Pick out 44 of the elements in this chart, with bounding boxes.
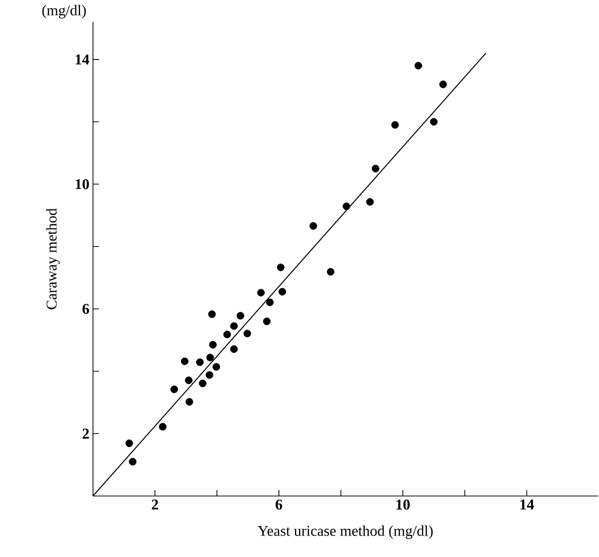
point xyxy=(278,288,286,296)
point xyxy=(391,121,399,129)
point xyxy=(198,380,206,388)
x-tick-label: 14 xyxy=(520,500,534,510)
point xyxy=(372,164,380,172)
point xyxy=(430,118,438,126)
point xyxy=(309,222,318,230)
point xyxy=(206,354,214,362)
point xyxy=(326,268,334,276)
y-tick-label: 14 xyxy=(76,54,90,64)
point xyxy=(209,340,217,349)
point xyxy=(244,330,252,338)
point xyxy=(414,62,422,70)
point xyxy=(257,288,265,296)
point xyxy=(276,264,285,272)
point xyxy=(263,318,271,326)
point xyxy=(128,458,136,466)
x-axis-title: Yeast uricase method (mg/dl) xyxy=(258,525,433,540)
point xyxy=(125,440,134,448)
point xyxy=(212,363,220,371)
y-tick-label: 6 xyxy=(82,304,90,314)
point xyxy=(158,422,166,431)
point xyxy=(170,386,178,394)
point xyxy=(186,398,194,406)
point xyxy=(223,330,231,338)
point xyxy=(206,371,214,379)
point xyxy=(208,310,216,318)
point xyxy=(196,358,204,366)
point xyxy=(230,322,238,330)
point xyxy=(236,312,244,320)
point xyxy=(230,345,238,353)
y-tick-label: 2 xyxy=(82,428,89,439)
point xyxy=(180,357,188,366)
point xyxy=(439,80,447,88)
point xyxy=(366,198,374,206)
y-tick-label: 10 xyxy=(76,179,89,190)
x-tick-label: 10 xyxy=(396,500,410,510)
y-axis-title: Caraway method xyxy=(46,208,60,310)
point xyxy=(342,202,350,210)
text: (mg/dl) xyxy=(42,4,86,18)
point xyxy=(184,376,193,384)
point xyxy=(266,298,274,306)
x-tick-label: 2 xyxy=(152,500,158,510)
x-tick-label: 6 xyxy=(276,500,282,510)
